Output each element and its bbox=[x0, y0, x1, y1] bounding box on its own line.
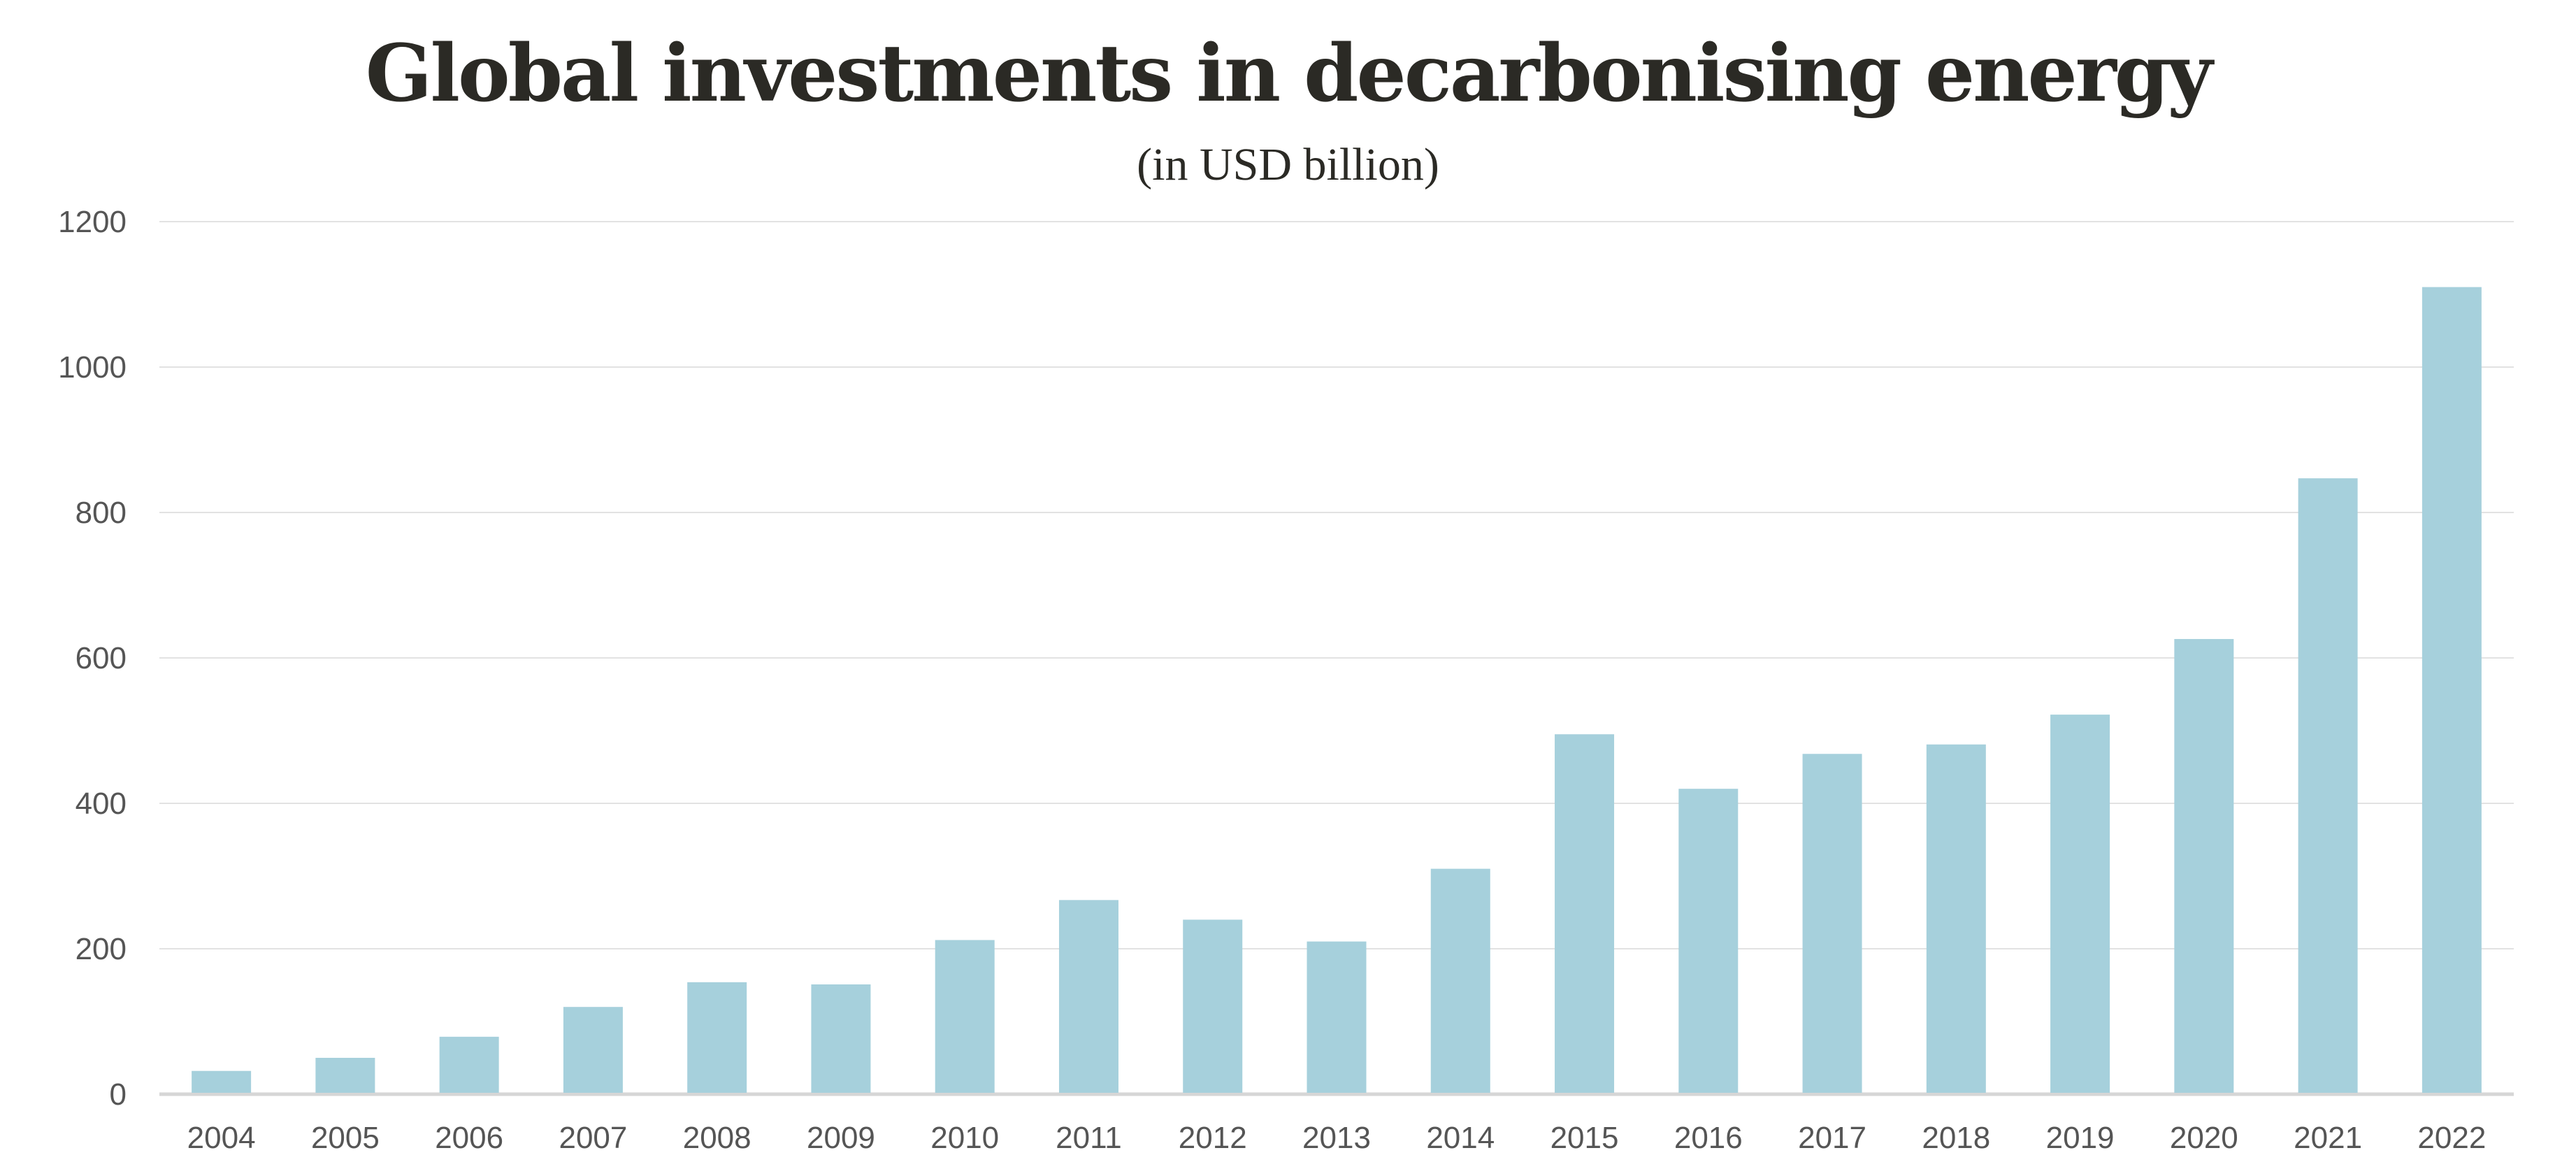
bar-2021 bbox=[2298, 478, 2358, 1093]
bar-2019 bbox=[2050, 715, 2110, 1093]
x-tick-label: 2007 bbox=[559, 1121, 627, 1155]
x-tick-label: 2009 bbox=[807, 1121, 875, 1155]
x-tick-label: 2013 bbox=[1302, 1121, 1371, 1155]
x-tick-label: 2016 bbox=[1674, 1121, 1743, 1155]
x-tick-label: 2021 bbox=[2294, 1121, 2362, 1155]
x-tick-label: 2010 bbox=[930, 1121, 999, 1155]
x-tick-label: 2004 bbox=[187, 1121, 256, 1155]
chart-subtitle: (in USD billion) bbox=[1137, 139, 1439, 190]
y-tick-label: 0 bbox=[110, 1077, 127, 1112]
x-tick-label: 2017 bbox=[1798, 1121, 1866, 1155]
y-tick-label: 200 bbox=[75, 932, 127, 966]
bar-2022 bbox=[2422, 287, 2482, 1093]
x-tick-label: 2006 bbox=[435, 1121, 503, 1155]
bar-2006 bbox=[439, 1036, 499, 1093]
y-tick-label: 1000 bbox=[58, 350, 127, 385]
x-tick-label: 2020 bbox=[2170, 1121, 2238, 1155]
x-tick-label: 2019 bbox=[2046, 1121, 2115, 1155]
bar-2012 bbox=[1183, 919, 1243, 1093]
x-tick-label: 2012 bbox=[1179, 1121, 1247, 1155]
bar-2005 bbox=[315, 1058, 375, 1093]
bar-2013 bbox=[1307, 941, 1367, 1093]
y-tick-label: 600 bbox=[75, 641, 127, 675]
x-tick-label: 2015 bbox=[1550, 1121, 1619, 1155]
bar-2020 bbox=[2174, 638, 2234, 1093]
x-tick-label: 2005 bbox=[311, 1121, 380, 1155]
x-tick-label: 2008 bbox=[683, 1121, 751, 1155]
x-tick-label: 2014 bbox=[1426, 1121, 1495, 1155]
bar-2011 bbox=[1058, 900, 1118, 1093]
bar-2018 bbox=[1926, 744, 1986, 1093]
bar-2010 bbox=[935, 940, 995, 1093]
bar-2004 bbox=[192, 1070, 252, 1093]
bar-2014 bbox=[1430, 868, 1490, 1093]
bar-2015 bbox=[1555, 734, 1615, 1093]
y-tick-label: 1200 bbox=[58, 205, 127, 239]
y-tick-label: 400 bbox=[75, 787, 127, 821]
chart-title: Global investments in decarbonising ener… bbox=[365, 28, 2212, 120]
bar-2008 bbox=[687, 982, 747, 1093]
y-tick-label: 800 bbox=[75, 496, 127, 530]
bar-2017 bbox=[1802, 754, 1862, 1093]
bar-2007 bbox=[563, 1007, 623, 1093]
x-tick-label: 2011 bbox=[1056, 1121, 1122, 1155]
x-tick-label: 2018 bbox=[1922, 1121, 1990, 1155]
bar-2009 bbox=[811, 984, 871, 1093]
bar-2016 bbox=[1678, 789, 1739, 1093]
x-tick-label: 2022 bbox=[2417, 1121, 2486, 1155]
